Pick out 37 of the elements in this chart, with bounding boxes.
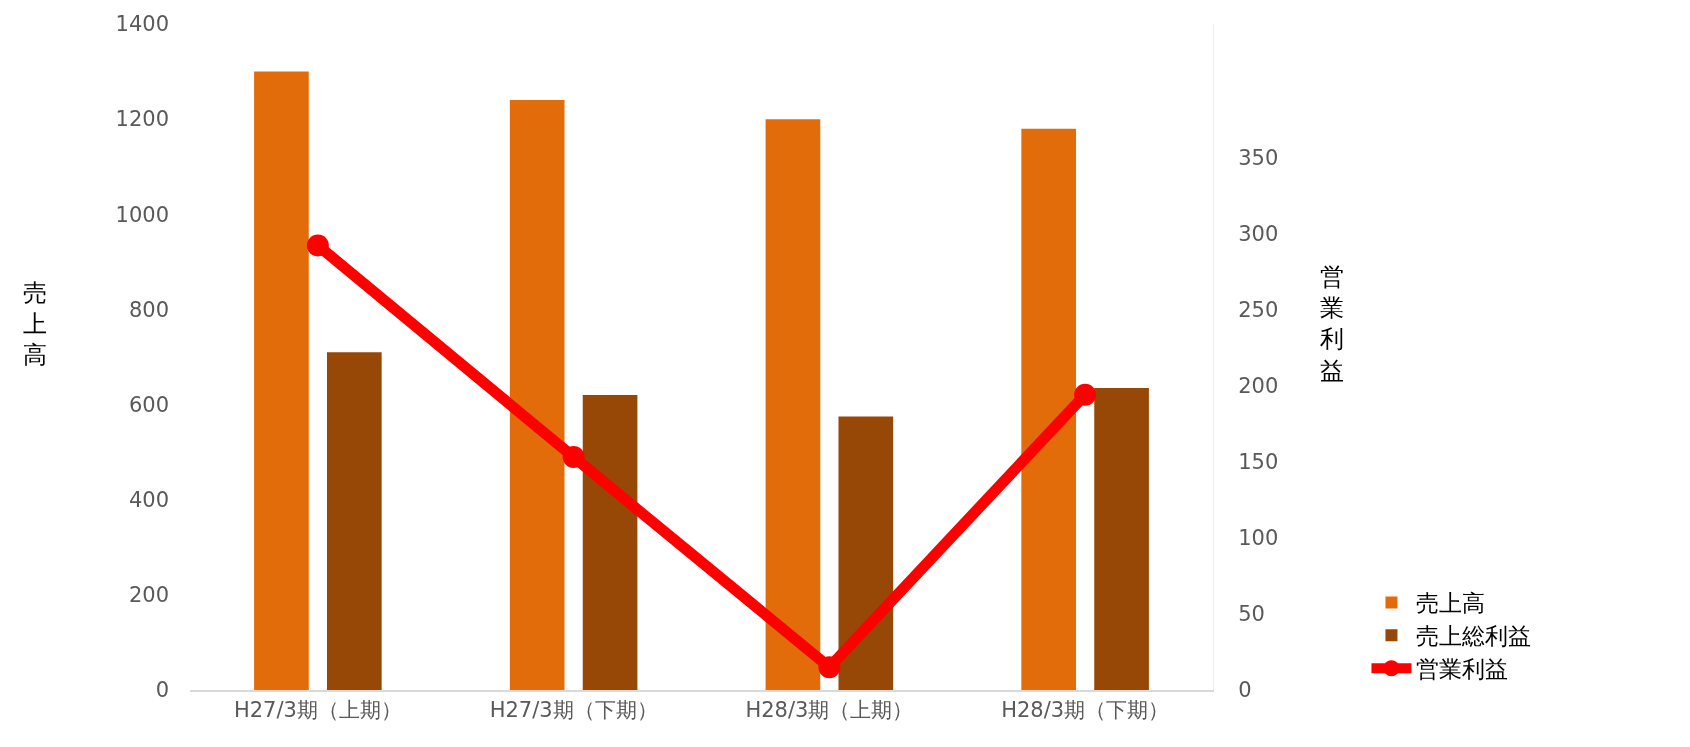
y2-tick-label: 250 bbox=[1238, 297, 1279, 322]
legend-label: 売上総利益 bbox=[1416, 623, 1532, 650]
y-tick-label: 1400 bbox=[115, 12, 169, 37]
y2-tick-label: 350 bbox=[1238, 145, 1279, 170]
x-tick-label: H28/3期（上期） bbox=[745, 697, 914, 722]
point bbox=[1074, 383, 1097, 406]
bar bbox=[1094, 387, 1149, 690]
bar bbox=[582, 395, 638, 690]
legend-label: 営業利益 bbox=[1416, 656, 1509, 683]
y2-axis-title: 営業利益 bbox=[1320, 263, 1344, 385]
y2-tick-label: 200 bbox=[1238, 373, 1279, 398]
y2-tick-label: 0 bbox=[1238, 678, 1252, 703]
bar bbox=[1021, 128, 1077, 690]
point bbox=[306, 234, 329, 257]
x-tick-label: H28/3期（下期） bbox=[1001, 697, 1170, 722]
y-axis-title: 売上高 bbox=[23, 279, 47, 370]
y2-tick-label: 150 bbox=[1238, 450, 1279, 475]
bar bbox=[838, 416, 894, 690]
point bbox=[562, 446, 585, 469]
bar bbox=[326, 352, 382, 690]
bar bbox=[509, 100, 565, 690]
y-tick-label: 1200 bbox=[115, 107, 169, 132]
y-tick-label: 600 bbox=[128, 392, 169, 417]
y-tick-label: 1000 bbox=[115, 202, 169, 227]
y2-tick-label: 50 bbox=[1238, 602, 1265, 627]
legend-label: 売上高 bbox=[1416, 590, 1486, 617]
y-tick-label: 0 bbox=[155, 678, 169, 703]
y2-tick-label: 100 bbox=[1238, 526, 1279, 551]
bar bbox=[765, 119, 821, 690]
y-tick-label: 800 bbox=[128, 297, 169, 322]
x-tick-label: H27/3期（下期） bbox=[489, 697, 658, 722]
y2-tick-label: 300 bbox=[1238, 221, 1279, 246]
point bbox=[818, 656, 841, 679]
y-tick-label: 200 bbox=[128, 583, 169, 608]
x-tick-label: H27/3期（上期） bbox=[233, 697, 402, 722]
y-tick-label: 400 bbox=[128, 488, 169, 513]
bar bbox=[254, 71, 309, 690]
